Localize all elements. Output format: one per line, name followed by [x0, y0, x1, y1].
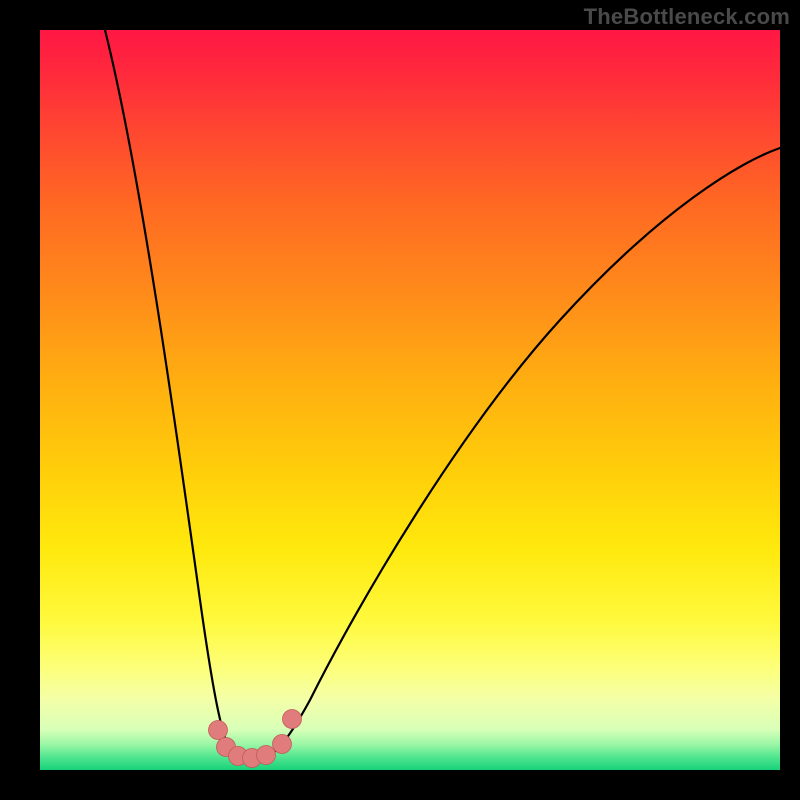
chart-background — [40, 30, 780, 770]
bottleneck-chart — [0, 0, 800, 800]
data-marker — [273, 735, 292, 754]
data-marker — [209, 721, 228, 740]
data-marker — [257, 746, 276, 765]
data-marker — [283, 710, 302, 729]
watermark-text: TheBottleneck.com — [584, 4, 790, 30]
